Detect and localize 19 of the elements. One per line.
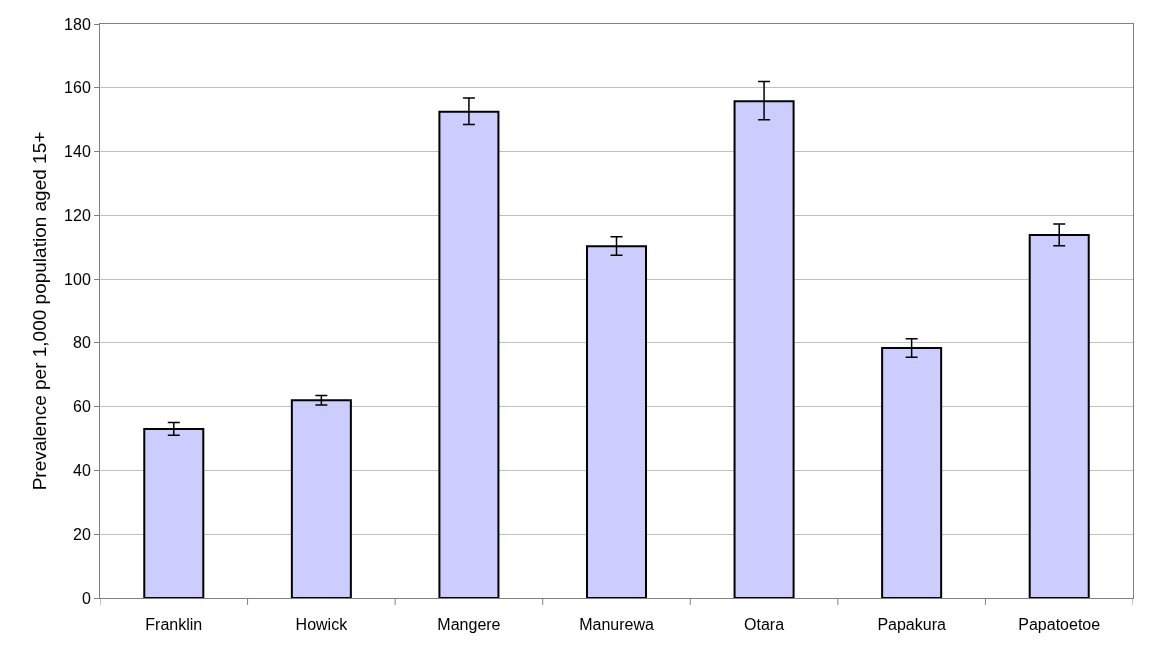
x-tick-label: Franklin: [145, 616, 203, 634]
y-axis-title: Prevalence per 1,000 population aged 15+: [28, 131, 50, 491]
y-tick-label: 20: [73, 525, 91, 543]
x-tick-label: Papakura: [877, 616, 946, 634]
y-tick-label: 40: [73, 462, 91, 480]
x-tick-label: Manurewa: [579, 616, 654, 634]
y-tick-label: 100: [64, 270, 91, 288]
x-tick-label: Otara: [744, 616, 785, 634]
x-tick-label: Howick: [295, 616, 349, 634]
y-tick-label: 60: [73, 398, 91, 416]
y-tick-label: 160: [64, 79, 91, 97]
bar: [290, 399, 352, 598]
y-tick-label: 80: [73, 334, 91, 352]
y-tick-label: 0: [81, 589, 91, 607]
y-tick-label: 180: [64, 15, 91, 33]
x-tick-label: Mangere: [437, 616, 501, 634]
y-tick-label: 140: [64, 143, 91, 161]
x-tick-label: Papatoetoe: [1018, 616, 1101, 634]
y-tick-label: 120: [64, 206, 91, 224]
